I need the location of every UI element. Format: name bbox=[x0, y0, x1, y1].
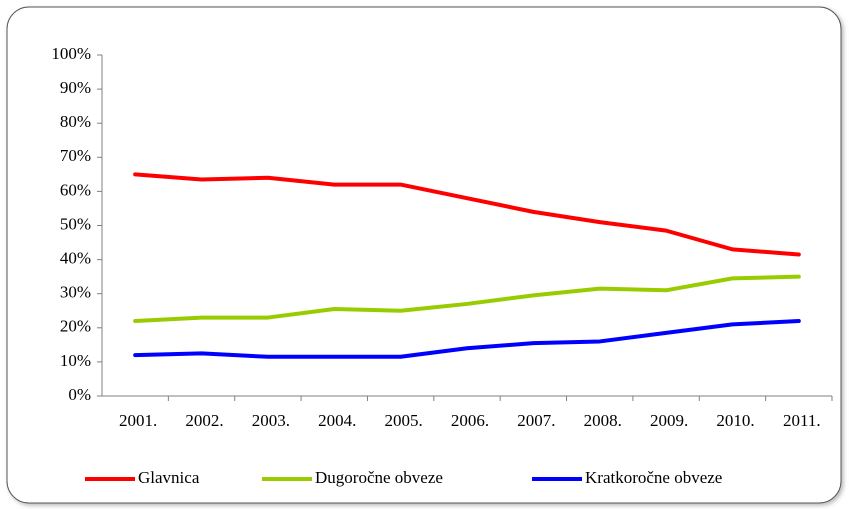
x-tick-label: 2002. bbox=[185, 411, 223, 430]
x-tick-label: 2008. bbox=[584, 411, 622, 430]
y-tick-label: 100% bbox=[51, 44, 91, 63]
y-tick-label: 60% bbox=[60, 180, 91, 199]
chart-frame bbox=[6, 6, 842, 504]
x-tick-label: 2001. bbox=[119, 411, 157, 430]
y-tick-label: 20% bbox=[60, 317, 91, 336]
x-tick-label: 2003. bbox=[252, 411, 290, 430]
y-tick-label: 70% bbox=[60, 146, 91, 165]
legend-label: Kratkoročne obveze bbox=[585, 468, 722, 487]
x-tick-label: 2004. bbox=[318, 411, 356, 430]
x-tick-label: 2007. bbox=[517, 411, 555, 430]
y-tick-label: 80% bbox=[60, 112, 91, 131]
x-tick-label: 2011. bbox=[783, 411, 821, 430]
x-tick-label: 2006. bbox=[451, 411, 489, 430]
series-line bbox=[133, 172, 801, 257]
x-tick-label: 2009. bbox=[650, 411, 688, 430]
y-tick-label: 10% bbox=[60, 351, 91, 370]
x-tick-label: 2005. bbox=[385, 411, 423, 430]
y-tick-label: 0% bbox=[68, 385, 91, 404]
y-tick-label: 90% bbox=[60, 78, 91, 97]
y-tick-label: 40% bbox=[60, 249, 91, 268]
legend-label: Glavnica bbox=[138, 468, 200, 487]
x-tick-label: 2010. bbox=[716, 411, 754, 430]
y-tick-label: 30% bbox=[60, 283, 91, 302]
y-tick-label: 50% bbox=[60, 214, 91, 233]
series-line bbox=[133, 274, 801, 323]
series-line bbox=[133, 318, 801, 359]
legend-label: Dugoročne obveze bbox=[315, 468, 443, 487]
